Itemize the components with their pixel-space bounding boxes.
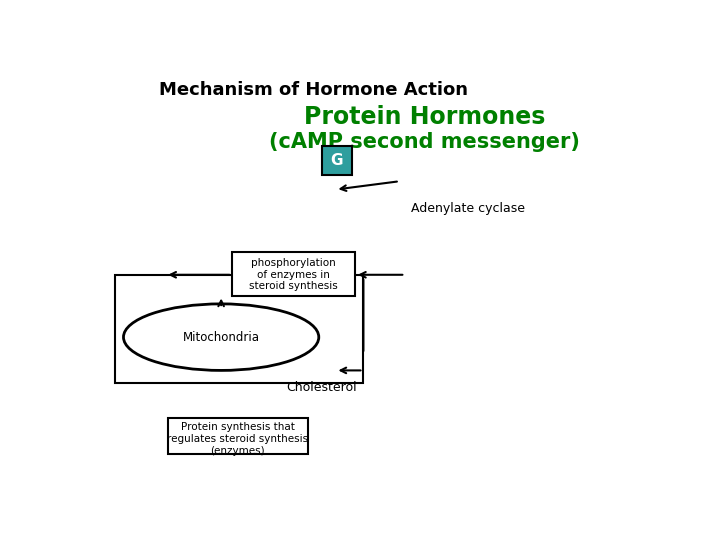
Text: Protein Hormones: Protein Hormones (304, 105, 546, 129)
Text: Protein synthesis that
regulates steroid synthesis
(enzymes): Protein synthesis that regulates steroid… (167, 422, 308, 456)
Text: Cholesterol: Cholesterol (287, 381, 357, 394)
Text: Mechanism of Hormone Action: Mechanism of Hormone Action (158, 81, 468, 99)
Bar (115, 275, 364, 383)
Text: G: G (330, 153, 343, 168)
Text: phosphorylation
of enzymes in
steroid synthesis: phosphorylation of enzymes in steroid sy… (249, 258, 338, 292)
FancyBboxPatch shape (322, 146, 352, 175)
Text: (cAMP second messenger): (cAMP second messenger) (269, 132, 580, 152)
FancyBboxPatch shape (168, 418, 307, 454)
Text: Adenylate cyclase: Adenylate cyclase (411, 202, 525, 215)
Text: Mitochondria: Mitochondria (183, 330, 260, 343)
FancyBboxPatch shape (233, 252, 355, 295)
